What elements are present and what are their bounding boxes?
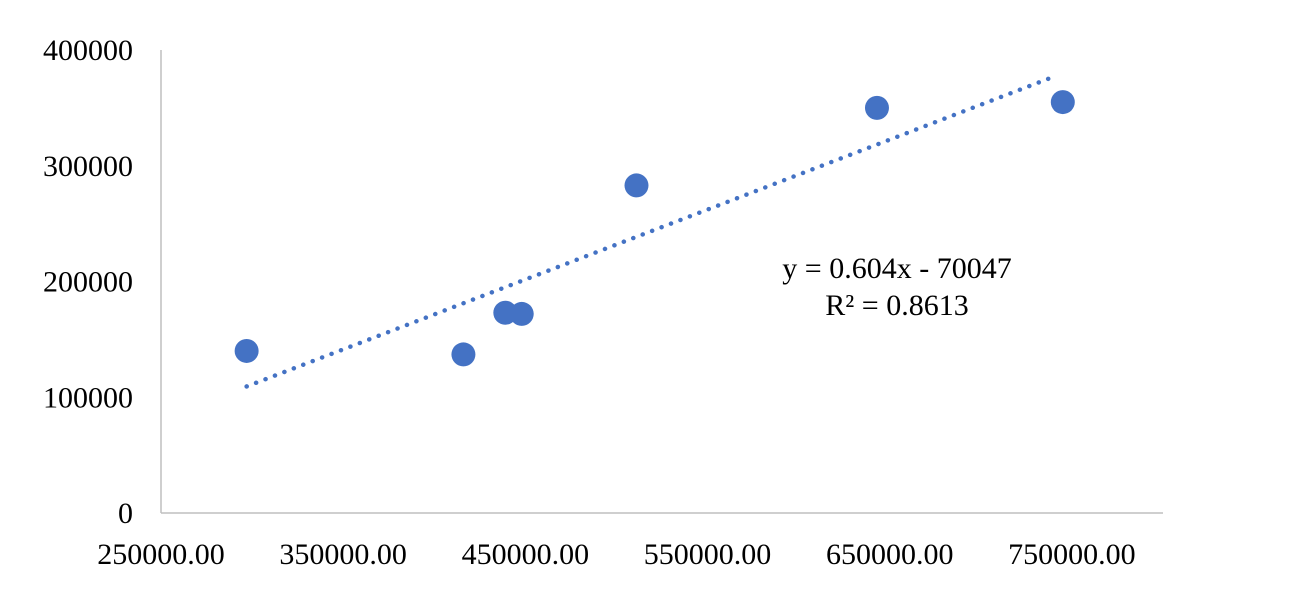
x-tick-label: 450000.00 (462, 538, 590, 571)
data-point (451, 342, 476, 367)
y-tick-label: 400000 (43, 34, 133, 67)
labels-group: y = 0.604x - 70047 R² = 0.8613 (782, 252, 1011, 322)
y-tick-label: 300000 (43, 150, 133, 183)
x-tick-label: 250000.00 (97, 538, 225, 571)
x-tick-label: 550000.00 (644, 538, 772, 571)
trendline-equation-label: y = 0.604x - 70047 (782, 252, 1011, 285)
trendline-r2-label: R² = 0.8613 (825, 289, 968, 322)
x-tick-label: 750000.00 (1008, 538, 1136, 571)
data-point (624, 173, 649, 198)
x-tick-label: 650000.00 (826, 538, 954, 571)
data-point (1050, 90, 1075, 115)
axes-group: 0 100000 200000 300000 400000 250000.00 350000… (43, 34, 1163, 571)
trendline (244, 74, 1056, 389)
y-tick-label: 100000 (43, 381, 133, 414)
y-tick-label: 0 (118, 497, 133, 530)
trendline-group (244, 74, 1056, 389)
x-tick-label: 350000.00 (279, 538, 407, 571)
y-tick-label: 200000 (43, 266, 133, 299)
points-group (234, 90, 1075, 367)
data-point (509, 301, 534, 326)
data-point (234, 338, 259, 363)
data-point (864, 95, 889, 120)
